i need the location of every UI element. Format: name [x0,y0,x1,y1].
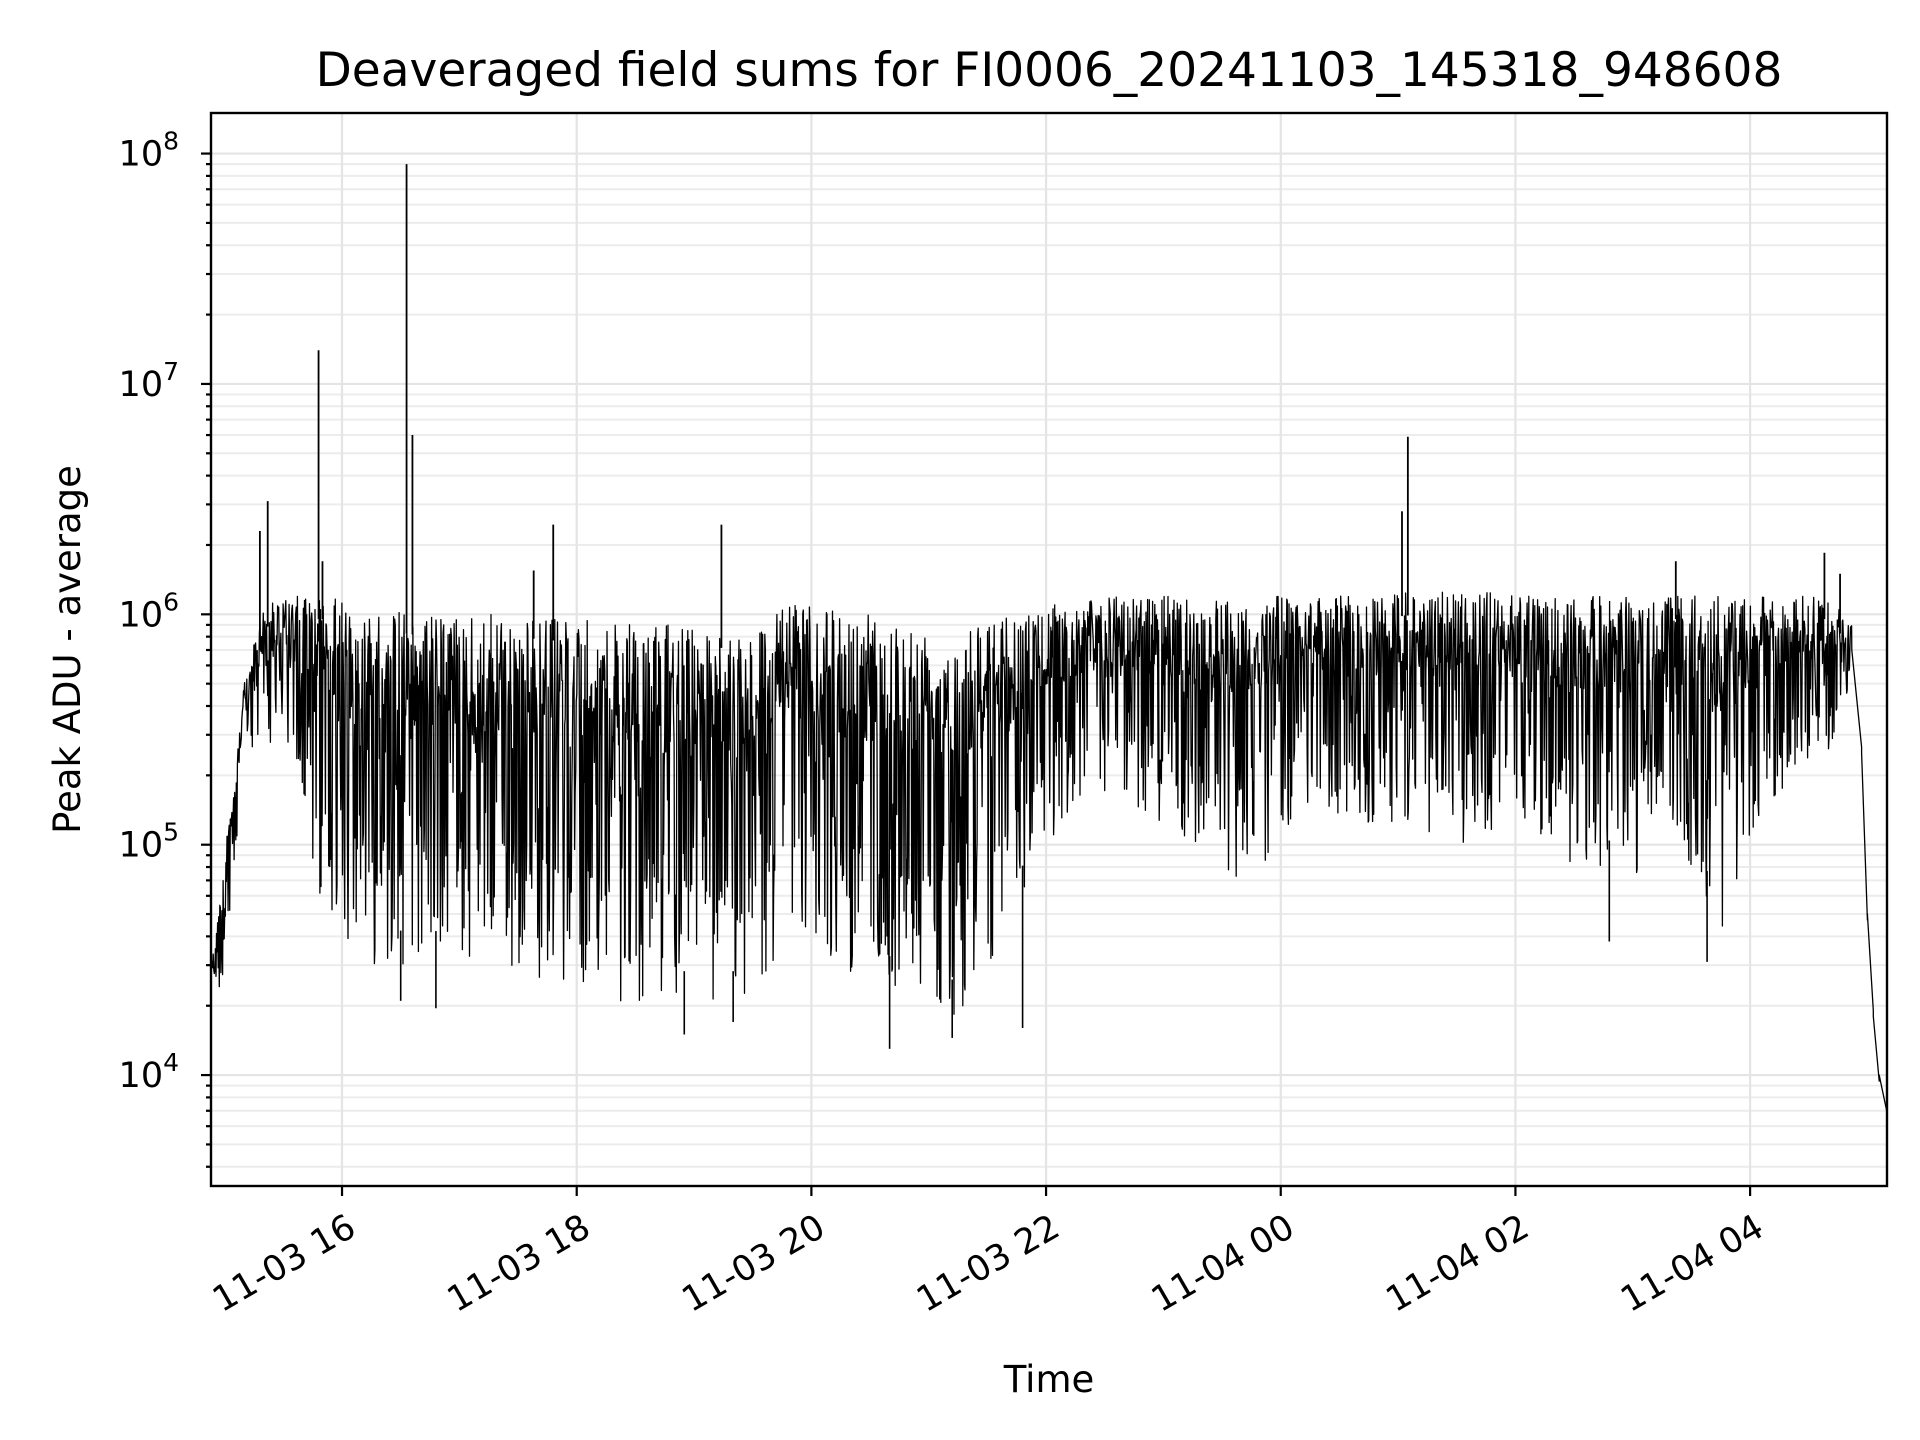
y-tick-label: 105 [119,818,179,866]
chart-title: Deaveraged field sums for FI0006_2024110… [316,43,1783,98]
x-axis-label: Time [1003,1358,1095,1401]
y-tick-label: 107 [119,357,179,405]
plot-area [210,164,1888,1119]
y-axis-ticks: 104 105 106 107 108 [119,127,211,1168]
y-axis-label: Peak ADU - average [46,465,89,834]
y-tick-label: 106 [119,587,179,635]
y-tick-label: 108 [119,127,179,175]
y-tick-label: 104 [119,1048,179,1096]
series-line [210,591,1888,1119]
